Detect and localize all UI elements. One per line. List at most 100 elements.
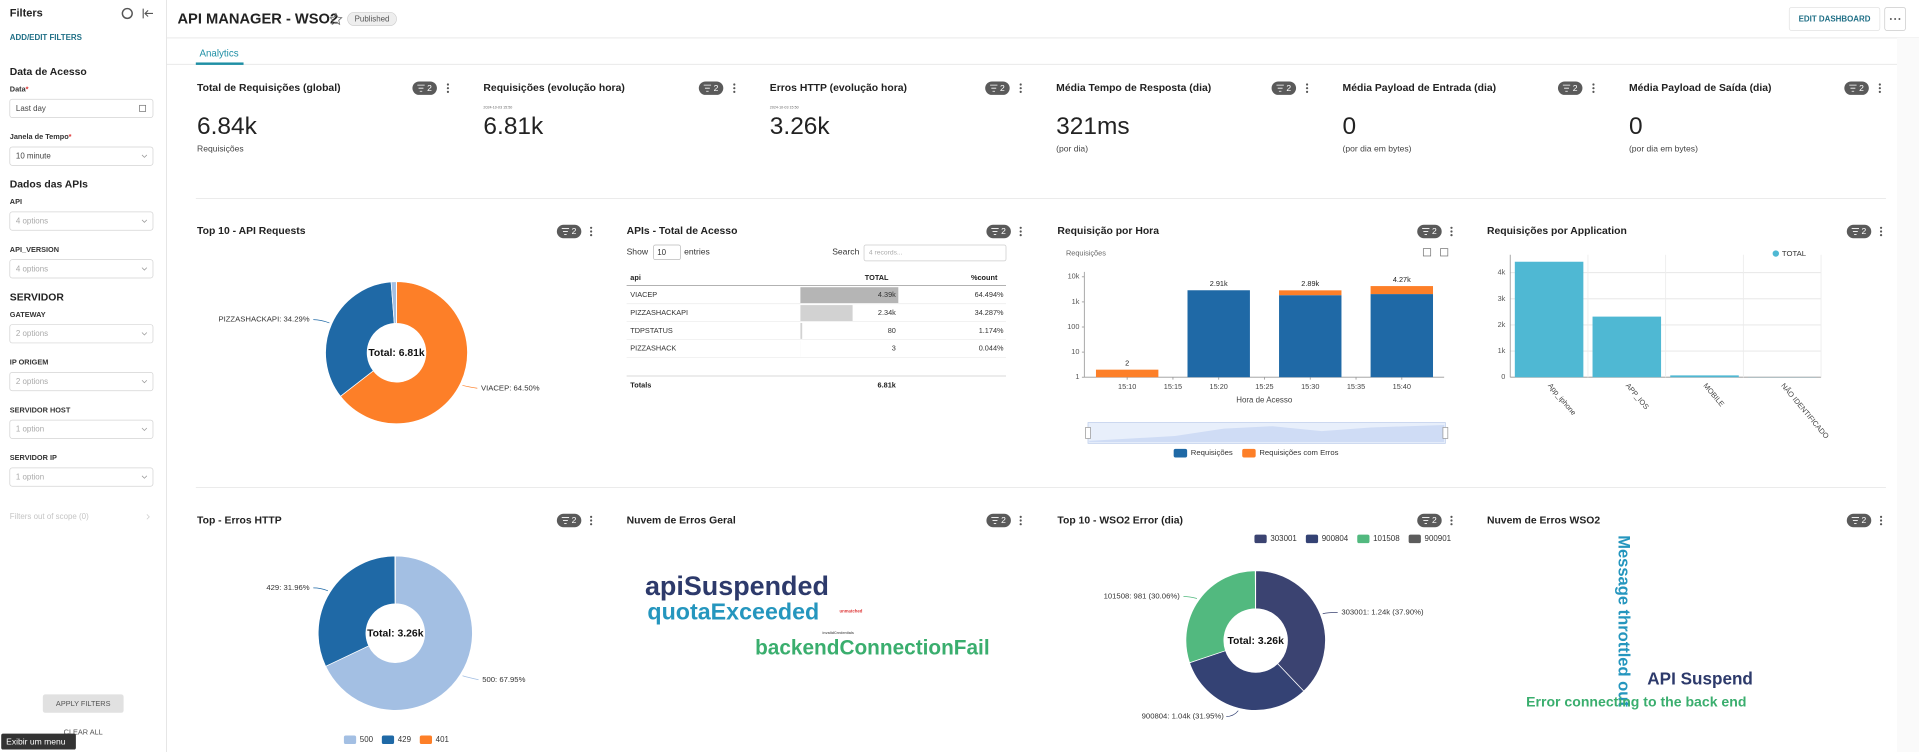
favorite-star[interactable]: [329, 12, 343, 26]
filter-badge[interactable]: [986, 224, 1011, 239]
panel-menu-dot[interactable]: [1592, 87, 1595, 90]
filter-select[interactable]: [9, 371, 154, 392]
panel-menu-dot[interactable]: [1592, 83, 1595, 86]
legend-label[interactable]: TOTAL: [1782, 249, 1807, 258]
apply-button-text[interactable]: APPLY FILTERS: [56, 699, 111, 708]
panel-menu-dot[interactable]: [1019, 230, 1022, 233]
panel-menu-dot[interactable]: [1305, 90, 1309, 93]
legend-label[interactable]: Requisições com Erros: [1259, 448, 1338, 457]
panel-menu-dot[interactable]: [1019, 519, 1022, 522]
filter-select[interactable]: [9, 98, 154, 118]
filter-badge[interactable]: [698, 81, 724, 95]
panel-menu-dot[interactable]: [590, 523, 593, 526]
filter-badge[interactable]: [1846, 513, 1872, 528]
filter-badge-count[interactable]: 2: [1001, 515, 1006, 525]
apply-button[interactable]: [42, 694, 124, 713]
panel-menu-dot[interactable]: [1305, 87, 1309, 90]
search-placeholder[interactable]: 4 records...: [869, 250, 903, 257]
filter-badge[interactable]: [1557, 81, 1583, 95]
panel-menu-dot[interactable]: [1878, 90, 1881, 93]
panel-menu-dot[interactable]: [1019, 87, 1022, 90]
panel-menu-dot[interactable]: [1879, 519, 1883, 522]
panel-menu-dot[interactable]: [1450, 234, 1453, 237]
filter-badge-count[interactable]: 2: [1286, 83, 1291, 93]
panel-menu-dot[interactable]: [1019, 234, 1022, 237]
filter-value[interactable]: 4 options: [16, 264, 48, 273]
filter-badge[interactable]: [1846, 224, 1872, 239]
filter-badge-count[interactable]: 2: [572, 226, 577, 236]
panel-menu-dot[interactable]: [1879, 523, 1883, 526]
filter-badge[interactable]: [556, 513, 582, 528]
zoom-icon[interactable]: [1422, 248, 1432, 257]
panel-menu-dot[interactable]: [733, 87, 736, 90]
filter-badge[interactable]: [1417, 513, 1442, 528]
add-filters-link[interactable]: ADD/EDIT FILTERS: [10, 33, 82, 42]
panel-menu-dot[interactable]: [1450, 523, 1453, 526]
filter-select[interactable]: [9, 419, 154, 439]
filter-badge[interactable]: [985, 81, 1010, 95]
filter-badge-count[interactable]: 2: [1001, 226, 1006, 236]
panel-menu-dot[interactable]: [1879, 234, 1883, 237]
panel-menu-dot[interactable]: [590, 234, 593, 237]
filter-badge[interactable]: [412, 81, 437, 95]
filter-badge-count[interactable]: 2: [1859, 83, 1864, 93]
filter-value[interactable]: 2 options: [16, 329, 48, 338]
filter-badge-count[interactable]: 2: [427, 83, 432, 93]
filter-badge-count[interactable]: 2: [1432, 515, 1437, 525]
panel-menu-dot[interactable]: [733, 83, 736, 86]
range-handle-left[interactable]: [1085, 427, 1091, 439]
panel-menu-dot[interactable]: [446, 83, 450, 86]
filter-select[interactable]: [9, 146, 154, 166]
range-handle-right[interactable]: [1442, 427, 1449, 439]
panel-menu-dot[interactable]: [1019, 83, 1022, 86]
panel-menu-dot[interactable]: [1019, 523, 1022, 526]
tab-analytics[interactable]: Analytics: [199, 48, 238, 59]
filter-badge-count[interactable]: 2: [1432, 226, 1437, 236]
filter-badge[interactable]: [556, 224, 582, 239]
panel-menu-dot[interactable]: [590, 226, 593, 229]
panel-menu-dot[interactable]: [1879, 515, 1883, 518]
filter-badge[interactable]: [986, 513, 1011, 528]
filter-value[interactable]: 2 options: [16, 377, 48, 386]
filter-badge-count[interactable]: 2: [1862, 515, 1867, 525]
panel-menu-dot[interactable]: [1019, 226, 1022, 229]
filter-select[interactable]: [9, 259, 154, 279]
filter-value[interactable]: 4 options: [16, 217, 48, 226]
panel-menu-dot[interactable]: [446, 90, 450, 93]
clear-button[interactable]: CLEAR ALL: [64, 727, 103, 736]
panel-menu-dot[interactable]: [733, 90, 736, 93]
filter-badge-count[interactable]: 2: [1862, 226, 1867, 236]
settings-icon[interactable]: [121, 7, 133, 20]
filter-value[interactable]: Last day: [16, 104, 46, 113]
panel-menu-dot[interactable]: [446, 87, 450, 90]
panel-menu-dot[interactable]: [1878, 87, 1881, 90]
panel-menu-dot[interactable]: [1019, 515, 1022, 518]
panel-menu-dot[interactable]: [590, 230, 593, 233]
filter-badge[interactable]: [1271, 81, 1297, 95]
edit-button-text[interactable]: EDIT DASHBOARD: [1799, 15, 1871, 24]
filter-value[interactable]: 1 option: [16, 425, 44, 434]
panel-menu-dot[interactable]: [1878, 83, 1881, 86]
filter-badge-count[interactable]: 2: [572, 515, 577, 525]
filter-badge-count[interactable]: 2: [1573, 83, 1578, 93]
panel-menu-dot[interactable]: [1879, 226, 1883, 229]
panel-menu-dot[interactable]: [1305, 83, 1309, 86]
panel-menu-dot[interactable]: [1450, 515, 1453, 518]
search-input[interactable]: [863, 244, 1007, 262]
filter-badge[interactable]: [1844, 81, 1869, 95]
panel-menu-dot[interactable]: [1450, 519, 1453, 522]
filter-value[interactable]: 1 option: [16, 473, 44, 482]
entries-count[interactable]: 10: [657, 248, 666, 257]
edit-button[interactable]: [1788, 6, 1881, 31]
panel-menu-dot[interactable]: [1450, 230, 1453, 233]
filter-badge[interactable]: [1417, 224, 1442, 239]
filter-select[interactable]: [9, 467, 154, 487]
collapse-icon[interactable]: [142, 8, 153, 19]
panel-menu-dot[interactable]: [1019, 90, 1022, 93]
panel-menu-dot[interactable]: [1450, 226, 1453, 229]
filter-badge-count[interactable]: 2: [714, 83, 719, 93]
legend-label[interactable]: Requisições: [1191, 448, 1233, 457]
filter-select[interactable]: [9, 324, 154, 344]
panel-menu-dot[interactable]: [1879, 230, 1883, 233]
reset-icon[interactable]: [1440, 248, 1449, 257]
